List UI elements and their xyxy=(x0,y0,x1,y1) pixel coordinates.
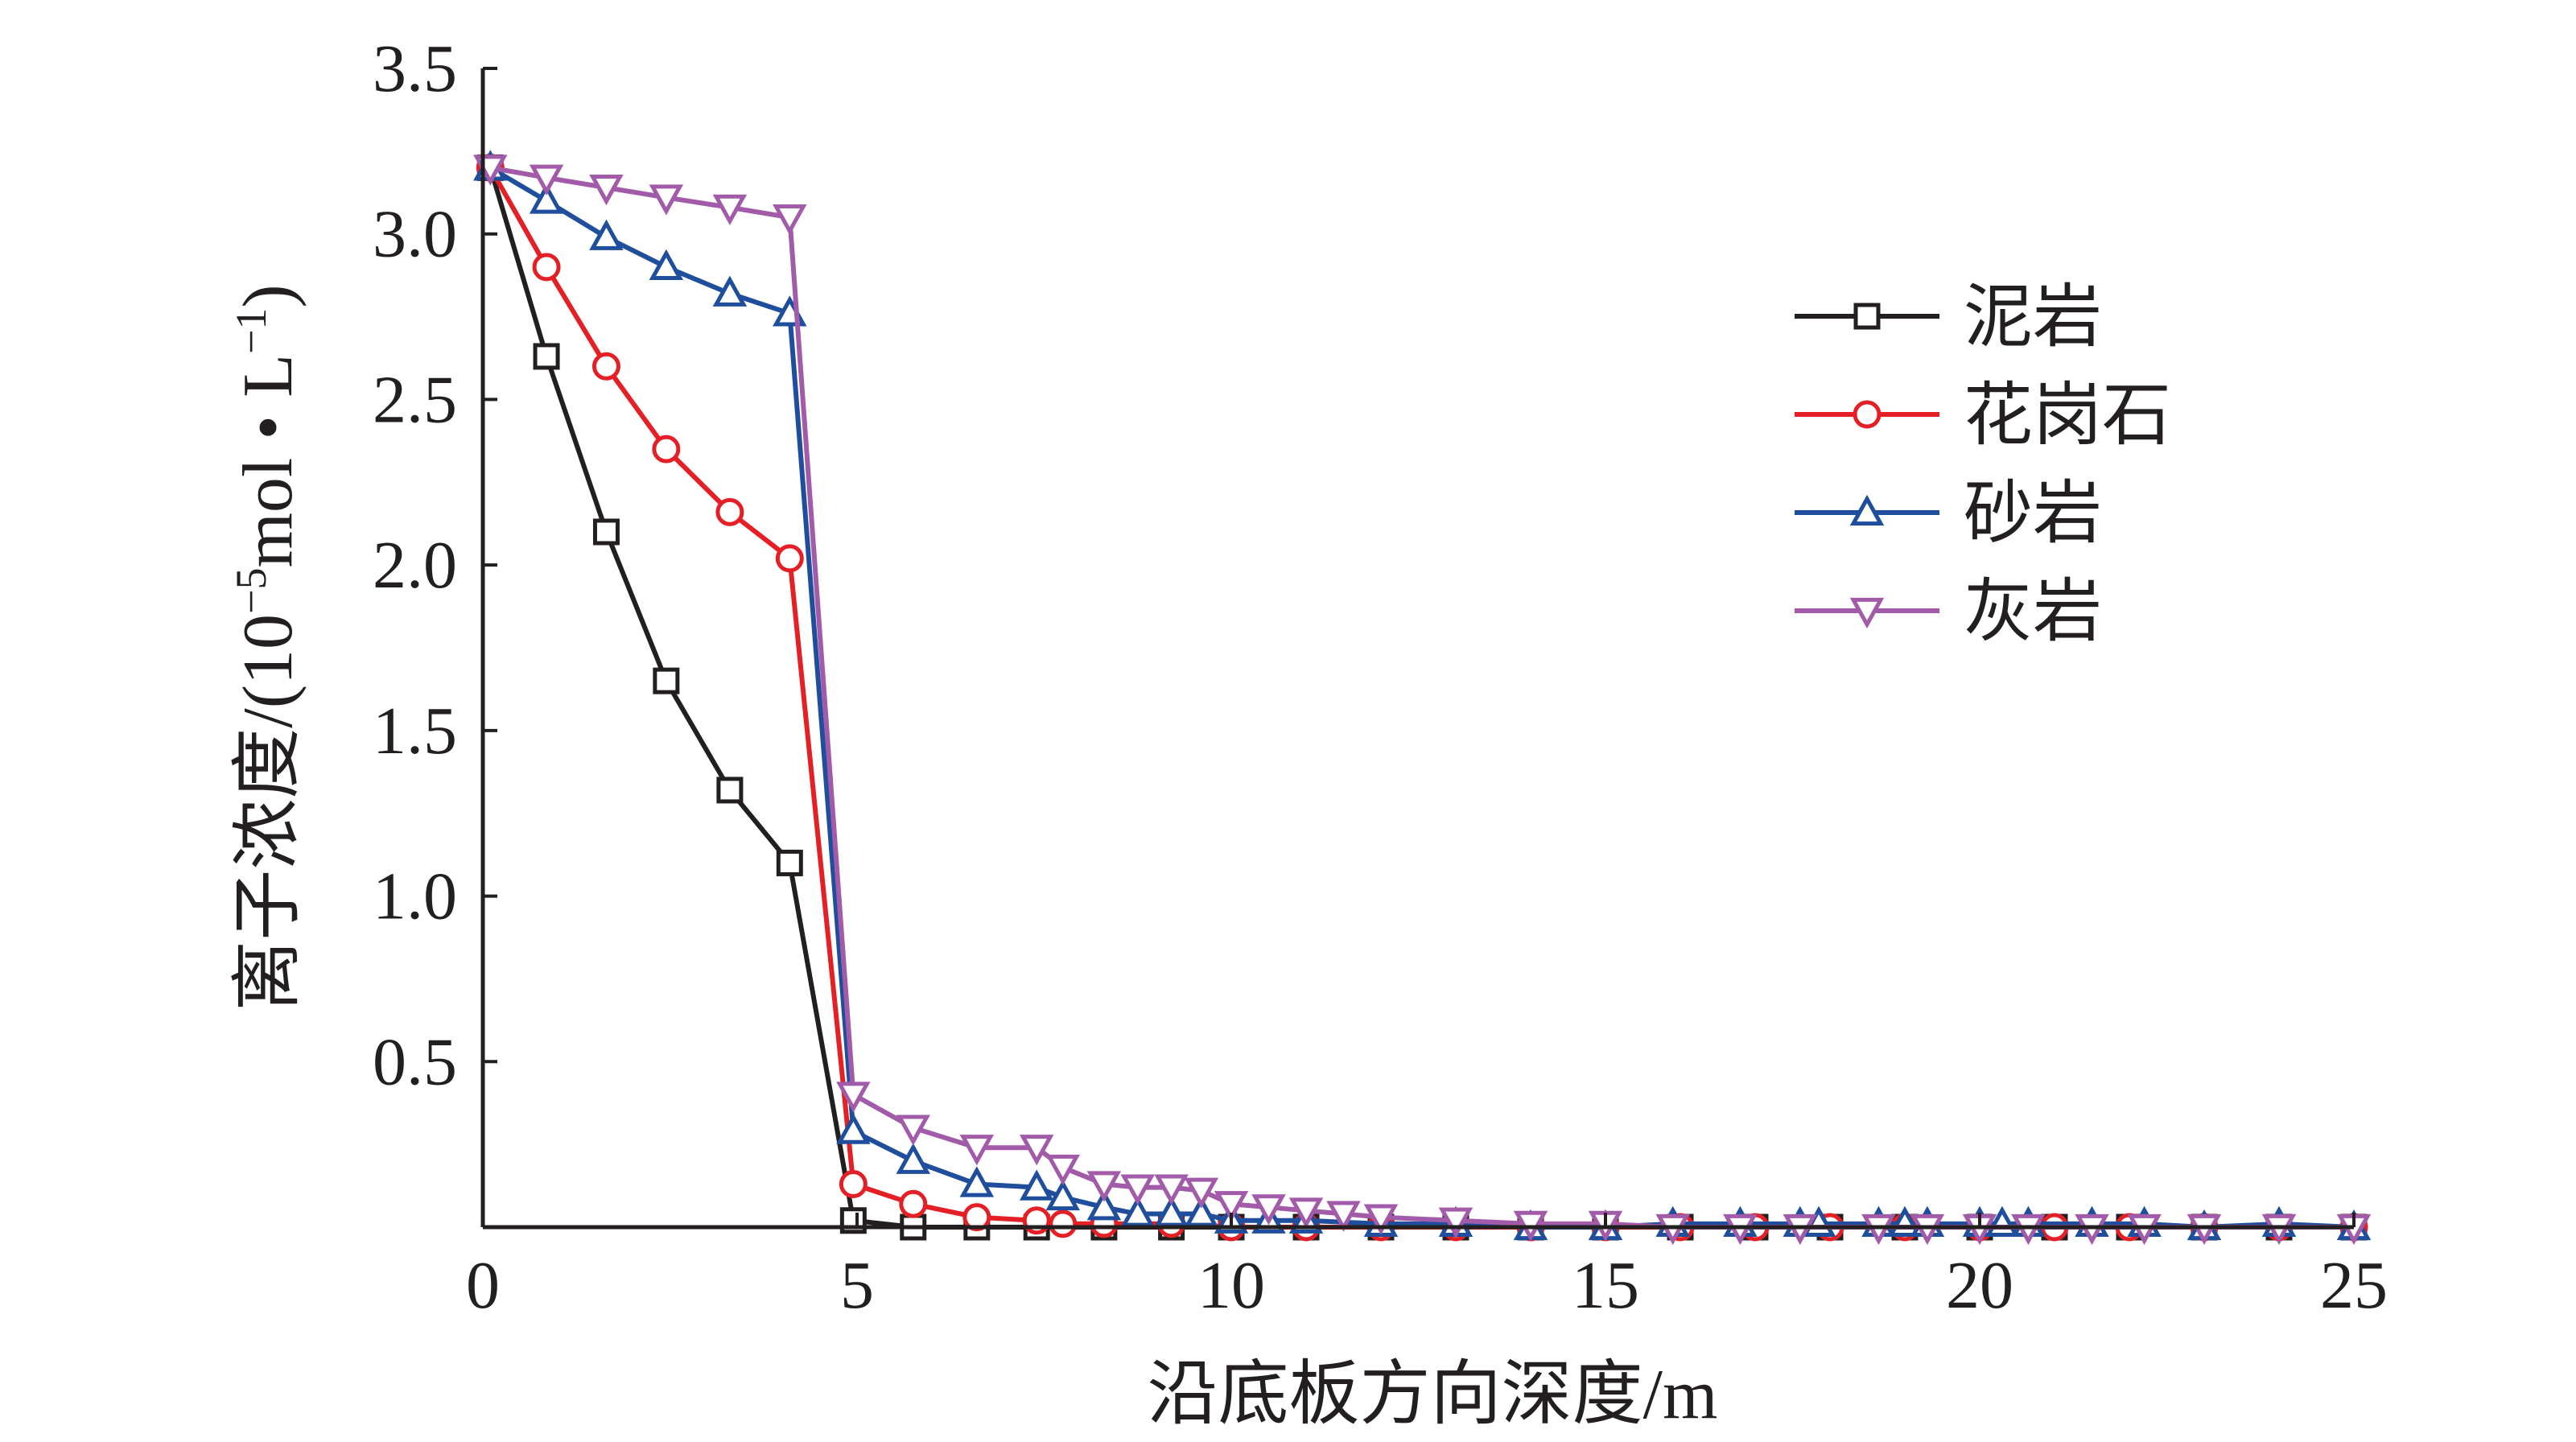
data-point xyxy=(1184,1196,1219,1227)
legend-marker xyxy=(1853,400,1882,429)
legend-item: 砂岩 xyxy=(1795,475,2102,552)
data-point xyxy=(836,1113,871,1144)
x-tick-label: 25 xyxy=(2320,1248,2388,1323)
legend-marker xyxy=(1849,494,1885,526)
data-point xyxy=(1019,1169,1054,1201)
legend-marker xyxy=(1853,303,1881,330)
y-axis-title-prefix: 离子浓度/(10 xyxy=(229,614,307,1011)
data-point xyxy=(649,249,684,280)
data-point xyxy=(529,164,564,196)
data-point xyxy=(589,219,624,250)
data-point xyxy=(959,1166,995,1197)
data-point xyxy=(716,777,744,804)
data-point xyxy=(959,1135,995,1166)
x-tick-label: 5 xyxy=(840,1248,874,1323)
data-point xyxy=(1154,1196,1189,1227)
data-point xyxy=(1214,1191,1249,1222)
y-tick-label: 0.5 xyxy=(373,1024,457,1099)
data-point xyxy=(591,352,620,381)
data-point xyxy=(1288,1197,1324,1229)
data-point xyxy=(592,518,620,546)
data-point xyxy=(1120,1196,1155,1227)
y-tick-label: 1.5 xyxy=(373,694,457,768)
data-point xyxy=(1251,1194,1286,1226)
data-point xyxy=(1120,1174,1155,1205)
data-point xyxy=(1045,1154,1080,1186)
legend-label: 砂岩 xyxy=(1964,475,2102,552)
data-point xyxy=(896,1143,930,1174)
data-point xyxy=(1086,1189,1122,1221)
data-point xyxy=(533,343,560,370)
data-point xyxy=(773,204,807,236)
data-point xyxy=(896,1114,930,1146)
data-point xyxy=(712,275,748,307)
legend-item: 泥岩 xyxy=(1795,278,2102,356)
y-tick-label: 2.0 xyxy=(373,528,457,603)
x-tick-label: 20 xyxy=(1946,1248,2013,1323)
y-tick-label: 3.0 xyxy=(373,197,457,272)
data-point xyxy=(839,1170,868,1199)
data-point xyxy=(1045,1179,1080,1211)
y-axis-title-sup1: −5 xyxy=(227,568,275,614)
y-axis-title-middle: mol • L xyxy=(229,354,307,567)
legend-marker xyxy=(1849,597,1885,629)
y-tick-label: 3.5 xyxy=(373,31,457,106)
x-axis-title: 沿底板方向深度/m xyxy=(1148,1356,1718,1434)
legend-label: 灰岩 xyxy=(1964,573,2102,650)
data-point xyxy=(1154,1174,1189,1205)
axes xyxy=(480,68,2354,1230)
x-tick-label: 0 xyxy=(466,1248,500,1323)
data-point xyxy=(715,497,744,526)
legend-item: 花岗石 xyxy=(1795,377,2171,454)
data-point xyxy=(776,849,803,876)
data-point xyxy=(712,194,748,225)
data-point xyxy=(1049,1209,1078,1238)
y-tick-label: 2.5 xyxy=(373,362,457,437)
data-point xyxy=(1184,1177,1219,1209)
data-point xyxy=(836,1082,871,1113)
data-point xyxy=(652,435,681,464)
data-point xyxy=(529,183,564,214)
data-point xyxy=(1019,1135,1054,1166)
data-point xyxy=(1438,1207,1473,1238)
y-axis-title-sup2: −1 xyxy=(227,308,275,354)
tick-marks xyxy=(481,67,2355,1227)
legend-label: 花岗石 xyxy=(1964,377,2171,454)
x-tick-label: 10 xyxy=(1197,1248,1265,1323)
y-tick-label: 1.0 xyxy=(373,859,457,934)
data-point xyxy=(1086,1171,1122,1202)
y-axis-title: 离子浓度/(10−5mol • L−1) xyxy=(227,284,307,1011)
data-point xyxy=(775,544,804,573)
y-axis-title-suffix: ) xyxy=(229,284,307,307)
data-point xyxy=(649,184,684,216)
tick-labels: 0 5 10 15 20 25 0.5 1.0 1.5 2.0 2.5 3.0 3.5 xyxy=(373,31,2388,1323)
legend-label: 泥岩 xyxy=(1964,278,2102,356)
data-point xyxy=(589,175,624,206)
legend-item: 灰岩 xyxy=(1795,573,2102,650)
data-point xyxy=(1363,1204,1399,1235)
data-point xyxy=(962,1203,991,1232)
x-tick-label: 15 xyxy=(1572,1248,1639,1323)
data-point xyxy=(1326,1201,1361,1232)
data-point xyxy=(899,1189,928,1218)
data-point xyxy=(653,667,680,694)
data-point xyxy=(532,253,561,282)
